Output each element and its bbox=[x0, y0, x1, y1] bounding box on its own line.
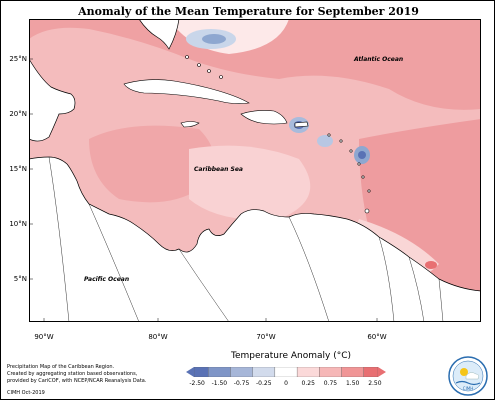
colorbar-tick-label: 0.75 bbox=[323, 380, 338, 387]
lesser-antilles-2 bbox=[339, 139, 343, 143]
lon-label-70w: 70°W bbox=[256, 333, 276, 341]
colorbar-segment bbox=[208, 367, 231, 377]
legend-title: Temperature Anomaly (°C) bbox=[231, 351, 352, 361]
warm-patch-north bbox=[29, 19, 481, 110]
cold-spot-virgin bbox=[317, 135, 333, 147]
neutral-patch-central bbox=[189, 145, 311, 220]
colorbar-segment bbox=[296, 367, 320, 377]
puerto-rico bbox=[294, 121, 309, 128]
colorbar-tick-label: -0.25 bbox=[256, 380, 272, 387]
lat-label-20n: 20°N bbox=[9, 110, 27, 118]
colorbar-segment bbox=[274, 367, 298, 377]
hispaniola bbox=[240, 110, 288, 125]
jamaica bbox=[180, 121, 200, 128]
colorbar-arrow-left bbox=[186, 367, 194, 377]
bahamas-2 bbox=[197, 63, 201, 67]
credit-line-3: provided by CariCOF, with NCEP/NCAR Rean… bbox=[7, 378, 147, 384]
colorbar-segment bbox=[341, 367, 364, 377]
bahamas-4 bbox=[219, 75, 223, 79]
logo-text: CIMH bbox=[463, 386, 473, 391]
colorbar-tick-label: -1.50 bbox=[211, 380, 228, 387]
label-pacific: Pacific Ocean bbox=[84, 276, 129, 283]
land-mainland bbox=[29, 19, 481, 322]
lon-label-60w: 60°W bbox=[367, 333, 387, 341]
lat-label-25n: 25°N bbox=[9, 55, 27, 63]
lesser-antilles-1 bbox=[327, 133, 331, 137]
map-panel: Atlantic Ocean Caribbean Sea Pacific Oce… bbox=[29, 19, 481, 322]
warm-spot-guiana bbox=[425, 261, 437, 269]
credit-line-2: Created by aggregating station based obs… bbox=[7, 371, 138, 377]
lesser-antilles-5 bbox=[361, 175, 365, 179]
colorbar-tick-label: 0 bbox=[284, 380, 288, 387]
bahamas-1 bbox=[185, 55, 189, 59]
colorbar-segment bbox=[230, 367, 253, 377]
colorbar-segment bbox=[363, 367, 379, 377]
country-borders bbox=[48, 156, 444, 322]
cuba bbox=[123, 79, 250, 104]
lon-label-80w: 80°W bbox=[148, 333, 168, 341]
colorbar-segment bbox=[193, 367, 209, 377]
map-border bbox=[29, 19, 481, 322]
lat-label-15n: 15°N bbox=[9, 165, 27, 173]
label-atlantic: Atlantic Ocean bbox=[353, 56, 403, 63]
map-title: Anomaly of the Mean Temperature for Sept… bbox=[78, 5, 419, 18]
credit-line-4: CIMH Oct-2019 bbox=[7, 390, 45, 396]
trinidad bbox=[364, 208, 370, 214]
warm-patch-west bbox=[89, 125, 214, 203]
islands bbox=[123, 55, 371, 214]
colorbar-segment bbox=[252, 367, 276, 377]
colorbar-tick-label: -2.50 bbox=[189, 380, 205, 387]
label-caribbean: Caribbean Sea bbox=[194, 166, 243, 173]
colorbar bbox=[186, 367, 386, 377]
lon-label-90w: 90°W bbox=[34, 333, 54, 341]
colorbar-tick-label: 2.50 bbox=[368, 380, 382, 387]
colorbar-tick-label: 1.50 bbox=[345, 380, 360, 387]
colorbar-arrow-right bbox=[378, 367, 386, 377]
cimh-logo: CIMH bbox=[448, 356, 488, 396]
bahamas-3 bbox=[207, 69, 211, 73]
lesser-antilles-6 bbox=[367, 189, 371, 193]
colorbar-tick-label: 0.25 bbox=[301, 380, 315, 387]
cold-spot-lesser-core bbox=[358, 151, 366, 159]
credit-line-1: Precipitation Map of the Caribbean Regio… bbox=[7, 364, 115, 370]
lesser-antilles-4 bbox=[357, 162, 361, 166]
cold-spot-bahamas-core bbox=[202, 34, 226, 44]
lat-label-10n: 10°N bbox=[9, 220, 27, 228]
lat-label-5n: 5°N bbox=[13, 275, 27, 283]
colorbar-segment bbox=[319, 367, 342, 377]
lesser-antilles-3 bbox=[349, 149, 353, 153]
colorbar-tick-label: -0.75 bbox=[233, 380, 250, 387]
